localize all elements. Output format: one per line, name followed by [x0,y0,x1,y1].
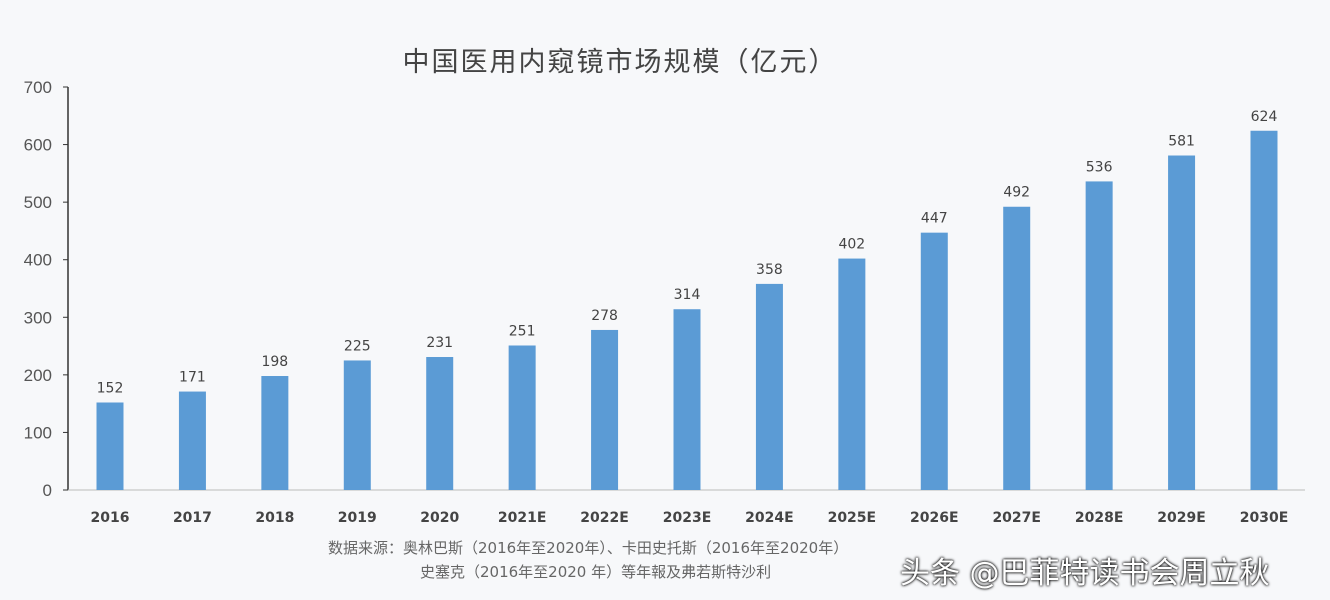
x-tick-label: 2027E [992,510,1041,526]
bar [838,258,866,490]
x-tick-label: 2029E [1157,510,1206,526]
data-label: 492 [1003,185,1030,201]
data-label: 358 [756,262,783,278]
data-label: 231 [426,335,453,351]
data-label: 198 [261,354,288,370]
y-tick-label: 600 [24,136,52,155]
bar [343,360,371,490]
bar-chart: 0 100 200 300 400 500 600 700 152 2016 171 2017 198 2… [24,78,1305,526]
x-tick-label: 2026E [910,510,959,526]
bar [1168,155,1196,490]
bar [178,391,206,490]
watermark: 头条 @巴菲特读书会周立秋 [900,556,1270,591]
bar [1250,130,1278,491]
bar [1003,206,1031,490]
x-tick-label: 2018 [255,510,294,526]
x-tick-label: 2016 [91,510,130,526]
data-label: 171 [179,370,206,386]
bar [508,345,536,490]
data-label: 447 [921,211,948,227]
x-tick-label: 2019 [338,510,377,526]
data-label: 581 [1168,134,1195,150]
data-label: 624 [1251,109,1278,125]
y-tick-label: 200 [24,366,52,385]
x-tick-label: 2022E [580,510,629,526]
bar [261,376,289,490]
data-label: 152 [97,380,124,396]
bar [1085,181,1113,490]
x-tick-label: 2025E [828,510,877,526]
source-line-1: 数据来源：奥林巴斯（2016年至2020年）、卡田史托斯（2016年至2020年… [328,539,849,557]
chart-title: 中国医用内窥镜市场规模（亿元） [402,47,838,78]
bar [920,232,948,491]
x-tick-label: 2030E [1240,510,1289,526]
x-tick-label: 2024E [745,510,794,526]
y-tick-label: 700 [24,78,52,97]
data-label: 314 [674,287,701,303]
bar [96,402,124,490]
data-label: 225 [344,338,371,354]
x-tick-label: 2020 [420,510,459,526]
source-line-2: 史塞克（2016年至2020 年）等年報及弗若斯特沙利 [420,563,772,581]
x-tick-label: 2023E [663,510,712,526]
x-tick-label: 2017 [173,510,212,526]
bar [755,283,783,490]
x-tick-label: 2021E [498,510,547,526]
bar [426,357,454,490]
bar [673,309,701,490]
bar [591,329,619,490]
data-label: 536 [1086,159,1113,175]
data-label: 278 [591,308,618,324]
y-tick-label: 100 [24,423,52,442]
data-label: 251 [509,323,536,339]
y-tick-label: 0 [43,481,52,500]
y-tick-label: 300 [24,308,52,327]
y-tick-label: 500 [24,193,52,212]
data-label: 402 [838,237,865,253]
y-tick-label: 400 [24,251,52,270]
x-tick-label: 2028E [1075,510,1124,526]
